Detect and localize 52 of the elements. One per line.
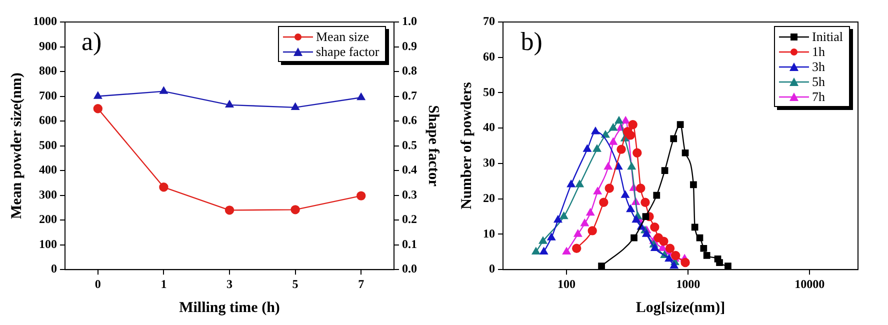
y-tick-label: 0	[489, 262, 495, 276]
y2-tick-label: 0.4	[402, 162, 417, 177]
x-tick-label: 1	[160, 276, 167, 291]
y-tick-label: 400	[39, 162, 57, 177]
y2-tick-label: 0.1	[402, 236, 417, 251]
x-tick-label: 10000	[794, 276, 825, 291]
y2-tick-label: 0.8	[402, 64, 417, 78]
legend-label: 7h	[812, 89, 825, 104]
y-tick-label: 300	[39, 187, 57, 202]
x-axis-title: Log[size(nm)]	[636, 300, 726, 316]
x-tick-label: 3	[226, 276, 232, 291]
y-tick-label: 70	[483, 14, 495, 28]
y-tick-label: 10	[483, 226, 495, 240]
y-tick-label: 60	[483, 49, 495, 64]
legend-label: shape factor	[316, 44, 380, 59]
y-tick-label: 0	[51, 262, 57, 276]
legend-label: 3h	[812, 59, 825, 74]
annotation: a)	[81, 26, 102, 56]
y-tick-label: 40	[483, 120, 495, 134]
y2-tick-label: 0.2	[402, 212, 417, 226]
y2-tick-label: 0.5	[402, 138, 417, 152]
y2-tick-label: 0.0	[402, 262, 417, 276]
y-tick-label: 50	[483, 84, 495, 99]
y-tick-label: 700	[39, 88, 57, 102]
y2-tick-label: 0.7	[402, 88, 417, 102]
x-tick-label: 5	[292, 276, 298, 291]
x-tick-label: 1000	[676, 276, 700, 291]
y-tick-label: 1000	[33, 14, 57, 28]
y-tick-label: 800	[39, 64, 57, 78]
x-tick-label: 100	[558, 276, 576, 291]
y2-tick-label: 0.3	[402, 187, 417, 202]
y-tick-label: 500	[39, 138, 57, 152]
x-axis-title: Milling time (h)	[179, 300, 280, 316]
y2-tick-label: 0.6	[402, 113, 417, 128]
y2-tick-label: 0.9	[402, 38, 417, 53]
y-tick-label: 30	[483, 156, 495, 170]
legend-label: Initial	[812, 29, 844, 44]
y-tick-label: 20	[483, 190, 495, 205]
y-tick-label: 900	[39, 38, 57, 53]
y-axis-title: Mean powder size(nm)	[8, 72, 25, 219]
x-tick-label: 0	[94, 276, 101, 291]
y-tick-label: 600	[39, 113, 57, 128]
y-tick-label: 200	[39, 212, 57, 226]
y2-tick-label: 1.0	[402, 14, 417, 28]
legend-label: Mean size	[316, 29, 370, 44]
y-tick-label: 100	[39, 236, 57, 251]
y2-axis-title: Shape factor	[425, 105, 442, 187]
annotation: b)	[520, 26, 542, 56]
legend-label: 1h	[812, 44, 825, 59]
x-tick-label: 7	[358, 276, 364, 291]
legend-label: 5h	[812, 74, 825, 89]
y-axis-title: Number of powders	[458, 82, 475, 210]
